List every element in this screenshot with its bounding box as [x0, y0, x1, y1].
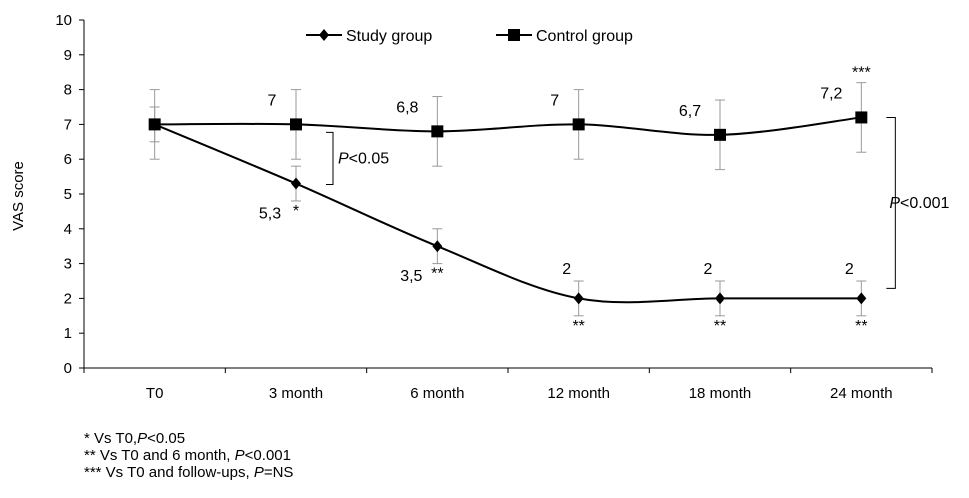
x-tick-label: 3 month	[269, 385, 323, 402]
y-tick-label: 3	[64, 256, 72, 273]
control-group-point	[431, 125, 444, 138]
significance-mark: *	[293, 203, 299, 220]
data-markers	[148, 111, 868, 305]
series-lines	[154, 116, 862, 304]
chart-axes	[83, 20, 932, 369]
y-tick-label: 7	[64, 116, 72, 133]
study-group-point	[573, 292, 584, 305]
significance-mark: **	[855, 318, 867, 335]
legend: Study group Control group	[306, 28, 633, 45]
legend-diamond-marker	[319, 29, 329, 41]
x-tick-label: T0	[146, 385, 164, 402]
x-tick-label: 18 month	[689, 385, 752, 402]
control-group-point	[855, 111, 868, 124]
x-tick-label: 6 month	[410, 385, 464, 402]
y-tick-label: 10	[55, 12, 72, 29]
control-group-data-label: 7	[268, 92, 277, 109]
y-tick-label: 1	[64, 325, 72, 342]
control-group-point	[148, 118, 161, 131]
p-value-24-month: P<0.001	[889, 195, 949, 212]
study-group-point	[432, 240, 443, 253]
study-group-point	[715, 292, 725, 305]
control-group-point	[714, 128, 726, 141]
study-group-line	[154, 123, 862, 304]
legend-square-marker	[508, 29, 520, 41]
bracket-24-month	[886, 116, 896, 289]
legend-label: Study group	[346, 28, 432, 45]
significance-mark: **	[714, 318, 726, 335]
study-group-point	[291, 177, 301, 190]
y-tick-label: 9	[64, 47, 72, 64]
significance-mark: **	[431, 266, 443, 283]
y-tick-label: 6	[64, 151, 72, 168]
significance-mark: **	[572, 318, 584, 335]
study-group-point	[856, 292, 867, 305]
p-value-3-month: P<0.05	[338, 150, 389, 167]
footnote-2: ** Vs T0 and 6 month, P<0.001	[84, 447, 291, 464]
study-group-data-label: 5,3	[259, 206, 281, 223]
control-group-line	[154, 116, 862, 136]
significance-brackets: P<0.05 P<0.001	[326, 116, 949, 289]
significance-mark: ***	[852, 65, 871, 82]
y-tick-label: 5	[64, 186, 72, 203]
footnotes: * Vs T0,P<0.05 ** Vs T0 and 6 month, P<0…	[84, 430, 293, 481]
control-group-point	[290, 118, 302, 131]
study-group-data-label: 2	[562, 261, 571, 278]
control-group-data-label: 7,2	[820, 85, 842, 102]
x-tick-labels: T0 3 month 6 month 12 month 18 month 24 month	[83, 368, 933, 402]
y-tick-label: 0	[64, 360, 72, 377]
control-group-data-label: 7	[550, 92, 559, 109]
footnote-3: *** Vs T0 and follow-ups, P=NS	[84, 464, 294, 481]
control-group-data-label: 6,7	[679, 103, 701, 120]
y-tick-label: 2	[64, 290, 72, 307]
study-group-data-label: 2	[704, 261, 713, 278]
vas-score-chart: 0 1 2 3 4 5 6 7 8 9 10 T0 3 month 6 month 12 month 18 …	[10, 12, 949, 402]
footnote-1: * Vs T0,P<0.05	[84, 430, 186, 447]
x-tick-label: 12 month	[547, 385, 610, 402]
y-tick-label: 8	[64, 82, 72, 99]
y-axis-label: VAS score	[10, 161, 27, 231]
data-labels: 5,3 * 3,5 ** 2 ** 2 ** 2 ** 7 6,8 7 6,7 7,2 ***	[259, 65, 871, 335]
error-bars	[149, 82, 867, 317]
control-group-point	[572, 118, 585, 131]
study-group-data-label: 3,5	[400, 268, 422, 285]
y-tick-label: 4	[64, 221, 72, 238]
legend-label: Control group	[536, 28, 633, 45]
control-group-data-label: 6,8	[396, 99, 418, 116]
y-tick-labels: 0 1 2 3 4 5 6 7 8 9 10	[55, 12, 84, 377]
x-tick-label: 24 month	[830, 385, 893, 402]
study-group-data-label: 2	[845, 261, 854, 278]
bracket-3-month	[326, 131, 334, 186]
